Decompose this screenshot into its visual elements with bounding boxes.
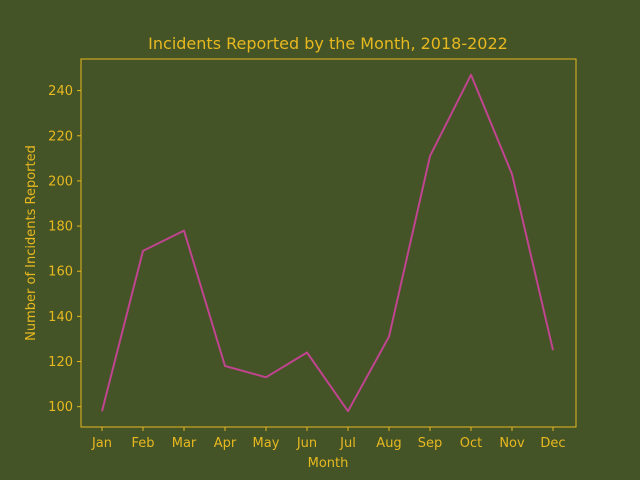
x-tick-label: Aug bbox=[376, 436, 401, 451]
x-tick-label: Mar bbox=[172, 436, 197, 451]
x-axis-label: Month bbox=[308, 456, 349, 471]
y-axis-label: Number of Incidents Reported bbox=[24, 145, 39, 341]
x-tick-label: Dec bbox=[540, 436, 565, 451]
chart-title: Incidents Reported by the Month, 2018-20… bbox=[148, 34, 508, 53]
x-tick-label: Oct bbox=[460, 436, 482, 451]
x-tick-label: Jan bbox=[91, 436, 112, 451]
series-line bbox=[101, 73, 554, 413]
y-tick-label: 120 bbox=[48, 355, 73, 370]
y-tick-label: 160 bbox=[48, 265, 73, 280]
y-tick-label: 100 bbox=[48, 400, 73, 415]
x-tick-label: Feb bbox=[131, 436, 154, 451]
x-tick-label: Jul bbox=[339, 436, 356, 451]
y-tick-label: 240 bbox=[48, 84, 73, 99]
y-tick-label: 140 bbox=[48, 310, 73, 325]
y-tick-label: 200 bbox=[48, 174, 73, 189]
x-tick-label: Jun bbox=[296, 436, 317, 451]
plot-frame bbox=[80, 58, 577, 428]
x-tick-label: Sep bbox=[418, 436, 443, 451]
x-tick-label: May bbox=[253, 436, 280, 451]
x-tick-label: Nov bbox=[499, 436, 525, 451]
y-tick-label: 220 bbox=[48, 129, 73, 144]
y-tick-label: 180 bbox=[48, 220, 73, 235]
x-tick-label: Apr bbox=[214, 436, 237, 451]
